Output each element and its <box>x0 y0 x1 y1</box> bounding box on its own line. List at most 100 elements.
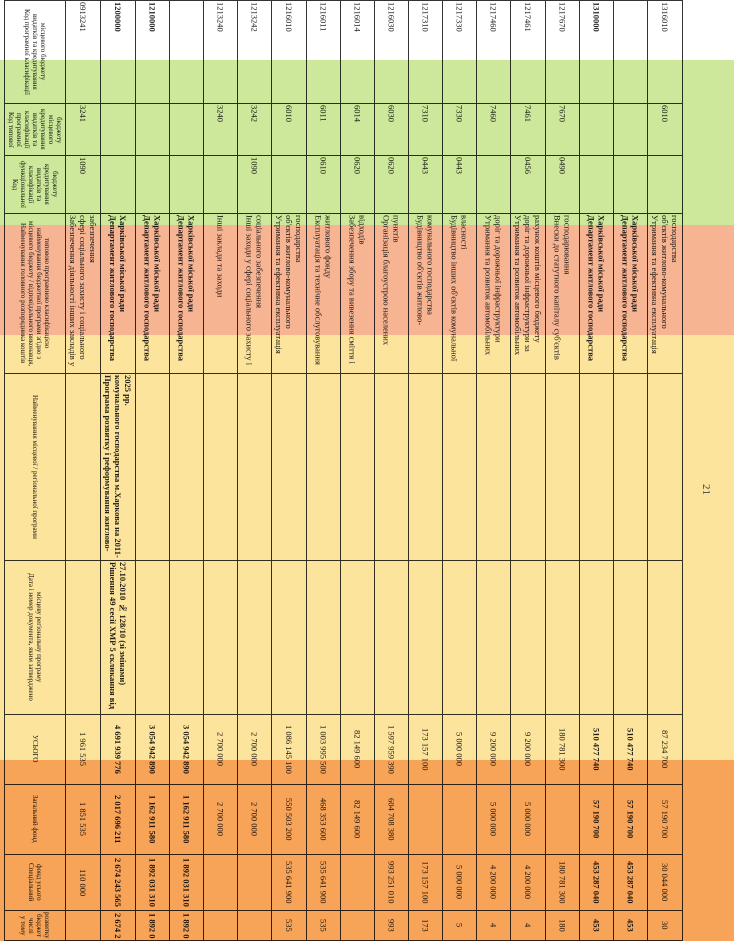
table-cell: 1 892 031 310 <box>169 853 204 912</box>
table-cell: Утримання та розвиток автомобільних дорі… <box>510 212 546 374</box>
table-cell <box>65 372 101 561</box>
table-cell <box>647 372 683 561</box>
table-cell <box>340 853 375 912</box>
table-cell <box>306 559 341 715</box>
table-cell: 0610 <box>306 155 341 214</box>
table-cell: 1 597 959 390 <box>374 713 409 785</box>
table-cell <box>306 372 341 561</box>
table-cell: 82 149 600 <box>340 713 375 785</box>
table-cell: 2 700 000 <box>237 713 272 785</box>
table-cell: 453 287 040 <box>613 853 648 912</box>
table-cell: 453 <box>613 910 648 941</box>
table-cell: 173 157 100 <box>408 713 443 785</box>
table-cell <box>408 372 443 561</box>
table-cell: 1213242 <box>237 0 272 105</box>
table-cell: 1216014 <box>340 0 375 105</box>
table-cell <box>169 0 204 105</box>
table-cell: 535 <box>306 910 341 941</box>
table-cell: 1310000 <box>579 0 614 105</box>
table-cell: 3 054 942 890 <box>135 713 170 785</box>
table-cell <box>271 559 307 715</box>
table-row: 1217330 7330 0443 Будівництво інших об'єкті… <box>442 0 477 941</box>
table-row: 1310000 Департамент житлового господарств… <box>579 0 614 941</box>
table-cell: 993 251 010 <box>374 853 409 912</box>
header-cell: Найменування місцевої / регіональної про… <box>4 372 66 561</box>
table-cell: 3240 <box>203 103 238 157</box>
header-cell: Код типової програмної класифікації вида… <box>4 103 66 157</box>
table-cell <box>100 103 136 157</box>
table-cell <box>340 559 375 715</box>
table-cell <box>374 372 409 561</box>
table-cell <box>510 372 546 561</box>
table-cell: 0443 <box>408 155 443 214</box>
table-cell <box>442 372 477 561</box>
table-cell <box>65 559 101 715</box>
table-cell <box>135 155 170 214</box>
table-row: Департамент житлового господарства Харкі… <box>613 0 648 941</box>
table-cell: 1 162 911 580 <box>169 783 204 855</box>
table-cell: 7310 <box>408 103 443 157</box>
table-cell <box>408 559 443 715</box>
table-cell: 5 000 000 <box>510 783 546 855</box>
table-cell <box>237 372 272 561</box>
table-cell: 2 700 000 <box>203 783 238 855</box>
table-cell <box>135 372 170 561</box>
table-cell <box>545 372 580 561</box>
table-cell: Експлуатація та технічне обслуговування … <box>306 212 341 374</box>
table-cell: Організація благоустрою населених пункті… <box>374 212 409 374</box>
table-cell <box>442 783 477 855</box>
table-cell: 1 892 0 <box>169 910 204 941</box>
table-cell: 2 674 243 565 <box>100 853 136 912</box>
table-cell <box>476 155 511 214</box>
table-row: 1217461 7461 0456 Утримання та розвиток авт… <box>510 0 546 941</box>
table-cell: 9 200 000 <box>476 713 511 785</box>
header-cell: Код функціональної класифікації видатків… <box>4 155 66 214</box>
table-row: Департамент житлового господарства Харкі… <box>169 0 204 941</box>
header-row: Код програмної класифікації видатків та … <box>4 0 66 941</box>
table-cell: 180 <box>545 910 580 941</box>
table-cell: 4 <box>510 910 546 941</box>
table-cell: 7461 <box>510 103 546 157</box>
table-cell <box>203 155 238 214</box>
table-cell: 173 157 100 <box>408 853 443 912</box>
table-cell <box>340 910 375 941</box>
table-cell <box>476 372 511 561</box>
table-cell: 1217670 <box>545 0 580 105</box>
table-cell <box>169 372 204 561</box>
table-row: 1217670 7670 0490 Внески до статутного капі… <box>545 0 580 941</box>
table-cell <box>203 853 238 912</box>
table-cell <box>100 155 136 214</box>
table-cell: Рішення 49 сесії ХМР 5 скликання від 27.… <box>100 559 136 715</box>
table-cell: 7460 <box>476 103 511 157</box>
table-cell: 1 961 535 <box>65 713 101 785</box>
table-cell <box>579 372 614 561</box>
table-row: 0913241 3241 1090 Забезпечення діяльності і… <box>65 0 101 941</box>
table-cell: 1 162 911 580 <box>135 783 170 855</box>
table-cell: Департамент житлового господарства Харкі… <box>100 212 136 374</box>
table-cell: 1 851 535 <box>65 783 101 855</box>
table-cell <box>476 559 511 715</box>
table-cell <box>579 559 614 715</box>
table-row: 1210000 Департамент житлового господарств… <box>135 0 170 941</box>
table-cell: Забезпечення діяльності інших закладів у… <box>65 212 101 374</box>
table-cell: 173 <box>408 910 443 941</box>
table-cell <box>613 155 648 214</box>
table-cell: Будівництво об'єктів житлово-комунальног… <box>408 212 443 374</box>
table-cell <box>408 783 443 855</box>
table-cell: Будівництво інших об'єктів комунальної в… <box>442 212 477 374</box>
table-cell: 1 892 0 <box>135 910 170 941</box>
table-cell: 535 641 900 <box>271 853 307 912</box>
table-cell <box>340 372 375 561</box>
table-cell <box>442 559 477 715</box>
table-cell: 0456 <box>510 155 546 214</box>
table-cell: 1217330 <box>442 0 477 105</box>
header-cell: Код програмної класифікації видатків та … <box>4 0 66 105</box>
header-cell: Спеціальний фонд усього <box>4 853 66 912</box>
table-cell: 1216010 <box>271 0 307 105</box>
table-cell: 0913241 <box>65 0 101 105</box>
table-cell: 6030 <box>374 103 409 157</box>
table-cell: 1200000 <box>100 0 136 105</box>
table-cell: 30 044 000 <box>647 853 683 912</box>
header-cell: УСЬОГО <box>4 713 66 785</box>
